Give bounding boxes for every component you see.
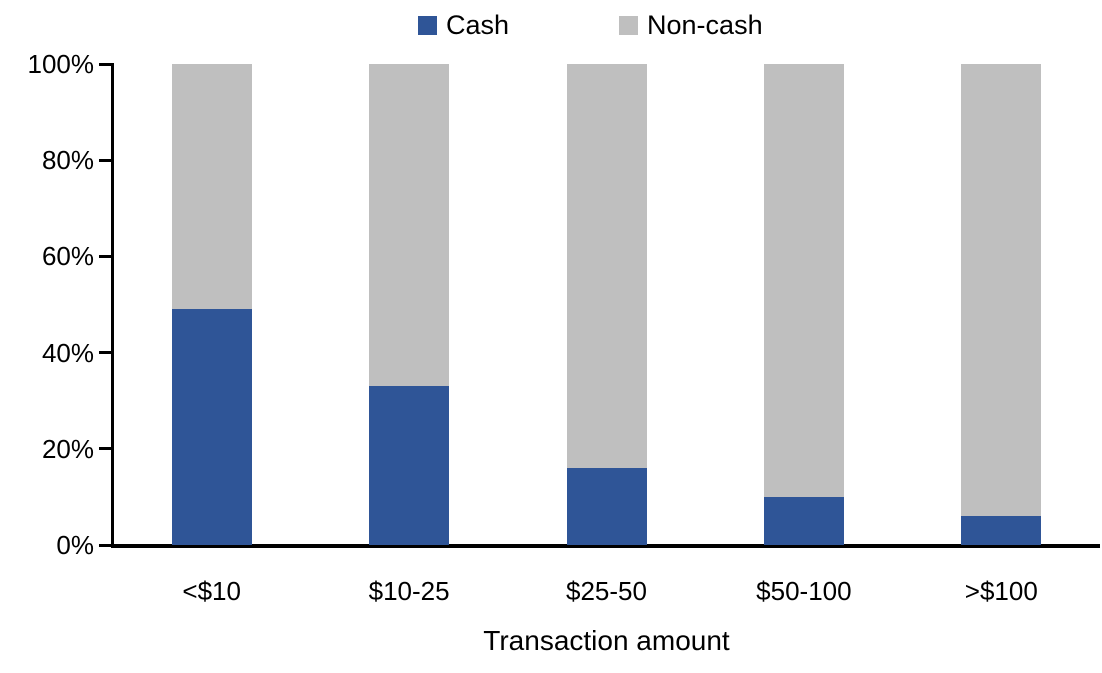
bar-segment-non-cash — [961, 64, 1042, 517]
cash-legend-label: Cash — [446, 10, 510, 40]
chart-legend: Cash Non-cash — [418, 12, 763, 39]
y-tick-label: 40% — [41, 337, 94, 368]
bar-segment-cash — [961, 516, 1042, 545]
y-tick-mark — [99, 447, 111, 451]
bar-segment-non-cash — [566, 64, 647, 469]
y-tick-mark — [99, 543, 111, 547]
legend-item-cash: Cash — [418, 12, 509, 39]
x-axis-title: Transaction amount — [483, 625, 730, 656]
non-cash-legend-label: Non-cash — [647, 10, 763, 40]
y-tick-mark — [99, 351, 111, 355]
y-tick-label: 20% — [41, 433, 94, 464]
non-cash-legend-swatch-icon — [619, 16, 639, 35]
bar-segment-cash — [763, 496, 844, 545]
x-axis-line — [111, 544, 1100, 548]
cash-legend-swatch-icon — [418, 16, 437, 35]
bar-segment-non-cash — [369, 64, 450, 387]
legend-item-non-cash: Non-cash — [619, 12, 763, 39]
x-category-label: $10-25 — [368, 576, 450, 606]
y-tick-mark — [99, 158, 111, 162]
bar-segment-non-cash — [763, 64, 844, 497]
bar-segment-cash — [171, 309, 252, 545]
x-category-label: >$100 — [964, 576, 1038, 606]
x-category-label: $25-50 — [566, 576, 647, 606]
bar-segment-cash — [566, 468, 647, 545]
y-axis-line — [111, 63, 114, 547]
y-tick-mark — [99, 62, 111, 66]
y-tick-mark — [99, 254, 111, 258]
y-tick-label: 100% — [27, 49, 95, 79]
bar-segment-cash — [369, 386, 450, 545]
y-tick-label: 60% — [41, 241, 94, 272]
x-category-label: $50-100 — [756, 576, 852, 606]
bar-segment-non-cash — [171, 64, 252, 310]
y-tick-label: 0% — [56, 530, 94, 560]
x-category-label: <$10 — [182, 576, 241, 606]
y-tick-label: 80% — [41, 145, 94, 176]
